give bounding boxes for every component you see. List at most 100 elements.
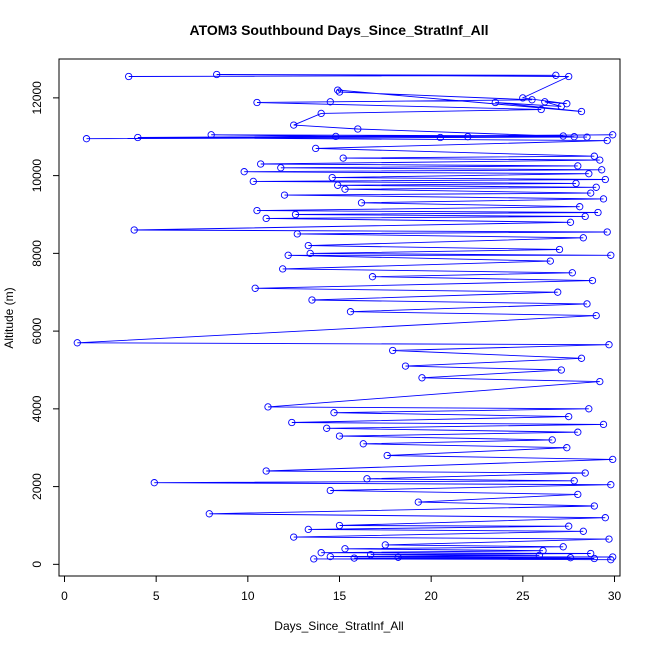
data-point xyxy=(577,107,586,116)
x-tick-label: 0 xyxy=(61,589,68,603)
data-point xyxy=(326,552,334,561)
data-point xyxy=(251,284,259,292)
data-point xyxy=(535,551,543,560)
data-point xyxy=(253,98,261,107)
data-point xyxy=(367,550,375,559)
data-point xyxy=(574,428,582,436)
data-point xyxy=(568,269,576,277)
data-point xyxy=(572,179,580,188)
data-point xyxy=(585,170,593,178)
y-axis-label: Altitude (m) xyxy=(2,287,16,348)
x-tick-label: 10 xyxy=(241,589,255,603)
data-point xyxy=(134,133,142,142)
data-point xyxy=(262,214,270,223)
chart-title: ATOM3 Southbound Days_Since_StratInf_All xyxy=(190,22,489,38)
data-point xyxy=(334,181,342,189)
data-point xyxy=(555,245,564,254)
data-point xyxy=(334,86,342,94)
data-point xyxy=(574,162,582,170)
data-point xyxy=(585,405,593,413)
data-point xyxy=(257,160,265,168)
data-point xyxy=(581,212,589,221)
data-point xyxy=(150,479,158,487)
x-tick-label: 5 xyxy=(153,589,160,603)
data-point xyxy=(125,72,133,81)
data-point xyxy=(290,121,298,129)
data-point xyxy=(341,545,349,553)
data-point xyxy=(326,486,334,495)
axes: 0 5 10 15 20 25 30 0 2000 4000 6000 8000 10000 12000 xyxy=(30,81,621,603)
data-point xyxy=(383,451,391,460)
data-point xyxy=(240,168,248,176)
data-point xyxy=(596,156,604,164)
data-point xyxy=(588,276,597,285)
y-tick-label: 4000 xyxy=(30,395,44,422)
data-point xyxy=(557,102,565,111)
data-point xyxy=(596,377,604,386)
data-point xyxy=(565,72,573,81)
data-point xyxy=(594,208,602,217)
data-point xyxy=(605,341,613,349)
data-point xyxy=(205,510,213,518)
data-point xyxy=(335,88,344,96)
data-point xyxy=(563,444,571,452)
x-tick-label: 15 xyxy=(333,589,347,603)
data-point xyxy=(335,432,344,440)
plot-frame xyxy=(58,58,621,577)
data-point xyxy=(291,210,300,219)
data-point xyxy=(82,135,91,143)
data-point xyxy=(436,133,444,142)
data-point xyxy=(552,71,560,79)
data-point xyxy=(262,467,270,475)
data-point xyxy=(590,152,598,160)
data-point xyxy=(306,249,314,258)
data-point xyxy=(304,241,312,250)
data-point xyxy=(528,96,536,104)
data-point xyxy=(328,173,336,182)
plot-area xyxy=(73,70,617,564)
data-point xyxy=(599,195,608,203)
x-tick-label: 25 xyxy=(516,589,530,603)
data-point xyxy=(554,288,562,296)
data-point xyxy=(277,164,285,172)
data-point xyxy=(601,514,609,522)
data-point xyxy=(213,70,221,79)
data-point xyxy=(570,133,578,141)
data-point xyxy=(253,206,261,215)
x-tick-label: 20 xyxy=(424,589,438,603)
data-point xyxy=(464,133,472,141)
x-axis-label: Days_Since_StratInf_All xyxy=(274,619,403,633)
data-point xyxy=(293,230,301,238)
data-point xyxy=(576,203,584,211)
data-point xyxy=(581,469,589,477)
data-point xyxy=(73,339,81,347)
data-point xyxy=(583,133,591,141)
data-point xyxy=(557,366,565,374)
data-point xyxy=(592,183,600,191)
data-point xyxy=(579,234,587,242)
data-point xyxy=(357,199,366,207)
data-point xyxy=(346,308,355,316)
data-point xyxy=(264,403,272,411)
data-point xyxy=(607,481,615,489)
series-line xyxy=(77,74,613,561)
y-tick-label: 6000 xyxy=(30,317,44,344)
data-point xyxy=(565,522,573,530)
data-point xyxy=(368,273,377,281)
data-point xyxy=(418,374,426,382)
y-tick-label: 2000 xyxy=(30,473,44,500)
data-point xyxy=(603,136,611,145)
data-point xyxy=(339,154,347,162)
data-point xyxy=(310,555,318,563)
data-point xyxy=(308,296,316,304)
data-point xyxy=(323,424,331,432)
data-point xyxy=(559,132,567,140)
data-point xyxy=(599,420,608,429)
data-point xyxy=(577,354,586,362)
data-point xyxy=(354,125,362,133)
data-point xyxy=(587,189,595,197)
data-point xyxy=(579,527,587,535)
data-point xyxy=(609,455,617,464)
data-point xyxy=(290,533,298,541)
data-point xyxy=(590,502,598,510)
